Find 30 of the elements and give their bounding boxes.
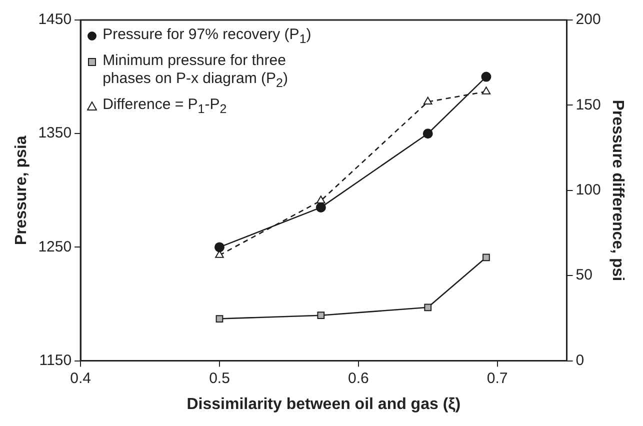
- y2-tick-label: 0: [576, 352, 584, 369]
- x-tick-label: 0.5: [209, 370, 230, 387]
- point: [481, 72, 492, 82]
- x-tick-label: 0.7: [486, 370, 508, 387]
- y-tick-label: 1450: [38, 11, 72, 28]
- y2-tick-label: 200: [576, 11, 601, 28]
- point: [422, 128, 433, 139]
- point: [317, 312, 325, 320]
- point: [423, 96, 432, 105]
- point: [214, 242, 224, 252]
- legend-label: Difference = P$_{1}$-P$_{2}$: [102, 96, 227, 118]
- legend-label: Minimum pressure for three phases on P-x diagram (P$_{2}$): [102, 52, 289, 92]
- point: [316, 202, 326, 212]
- y2-tick-label: 50: [576, 266, 592, 284]
- y-tick-label: 1150: [39, 352, 72, 369]
- x-tick-label: 0.6: [348, 370, 369, 387]
- y-tick-label: 1350: [38, 124, 72, 142]
- y-axis-title: Pressure, psia: [13, 136, 30, 246]
- legend-label: Pressure for 97% recovery (P$_{1}$): [102, 26, 312, 48]
- point: [482, 86, 491, 94]
- point: [216, 315, 224, 322]
- y2-axis-title: Pressure difference, psi: [608, 100, 626, 282]
- y-tick-label: 1250: [38, 238, 72, 256]
- point: [482, 254, 490, 262]
- point: [316, 196, 326, 204]
- y2-tick-label: 150: [576, 96, 601, 114]
- point: [424, 304, 432, 312]
- x-tick-label: 0.4: [70, 370, 91, 387]
- y2-tick-label: 100: [576, 182, 601, 199]
- x-axis-title: Dissimilarity between oil and gas (ξ): [186, 396, 461, 413]
